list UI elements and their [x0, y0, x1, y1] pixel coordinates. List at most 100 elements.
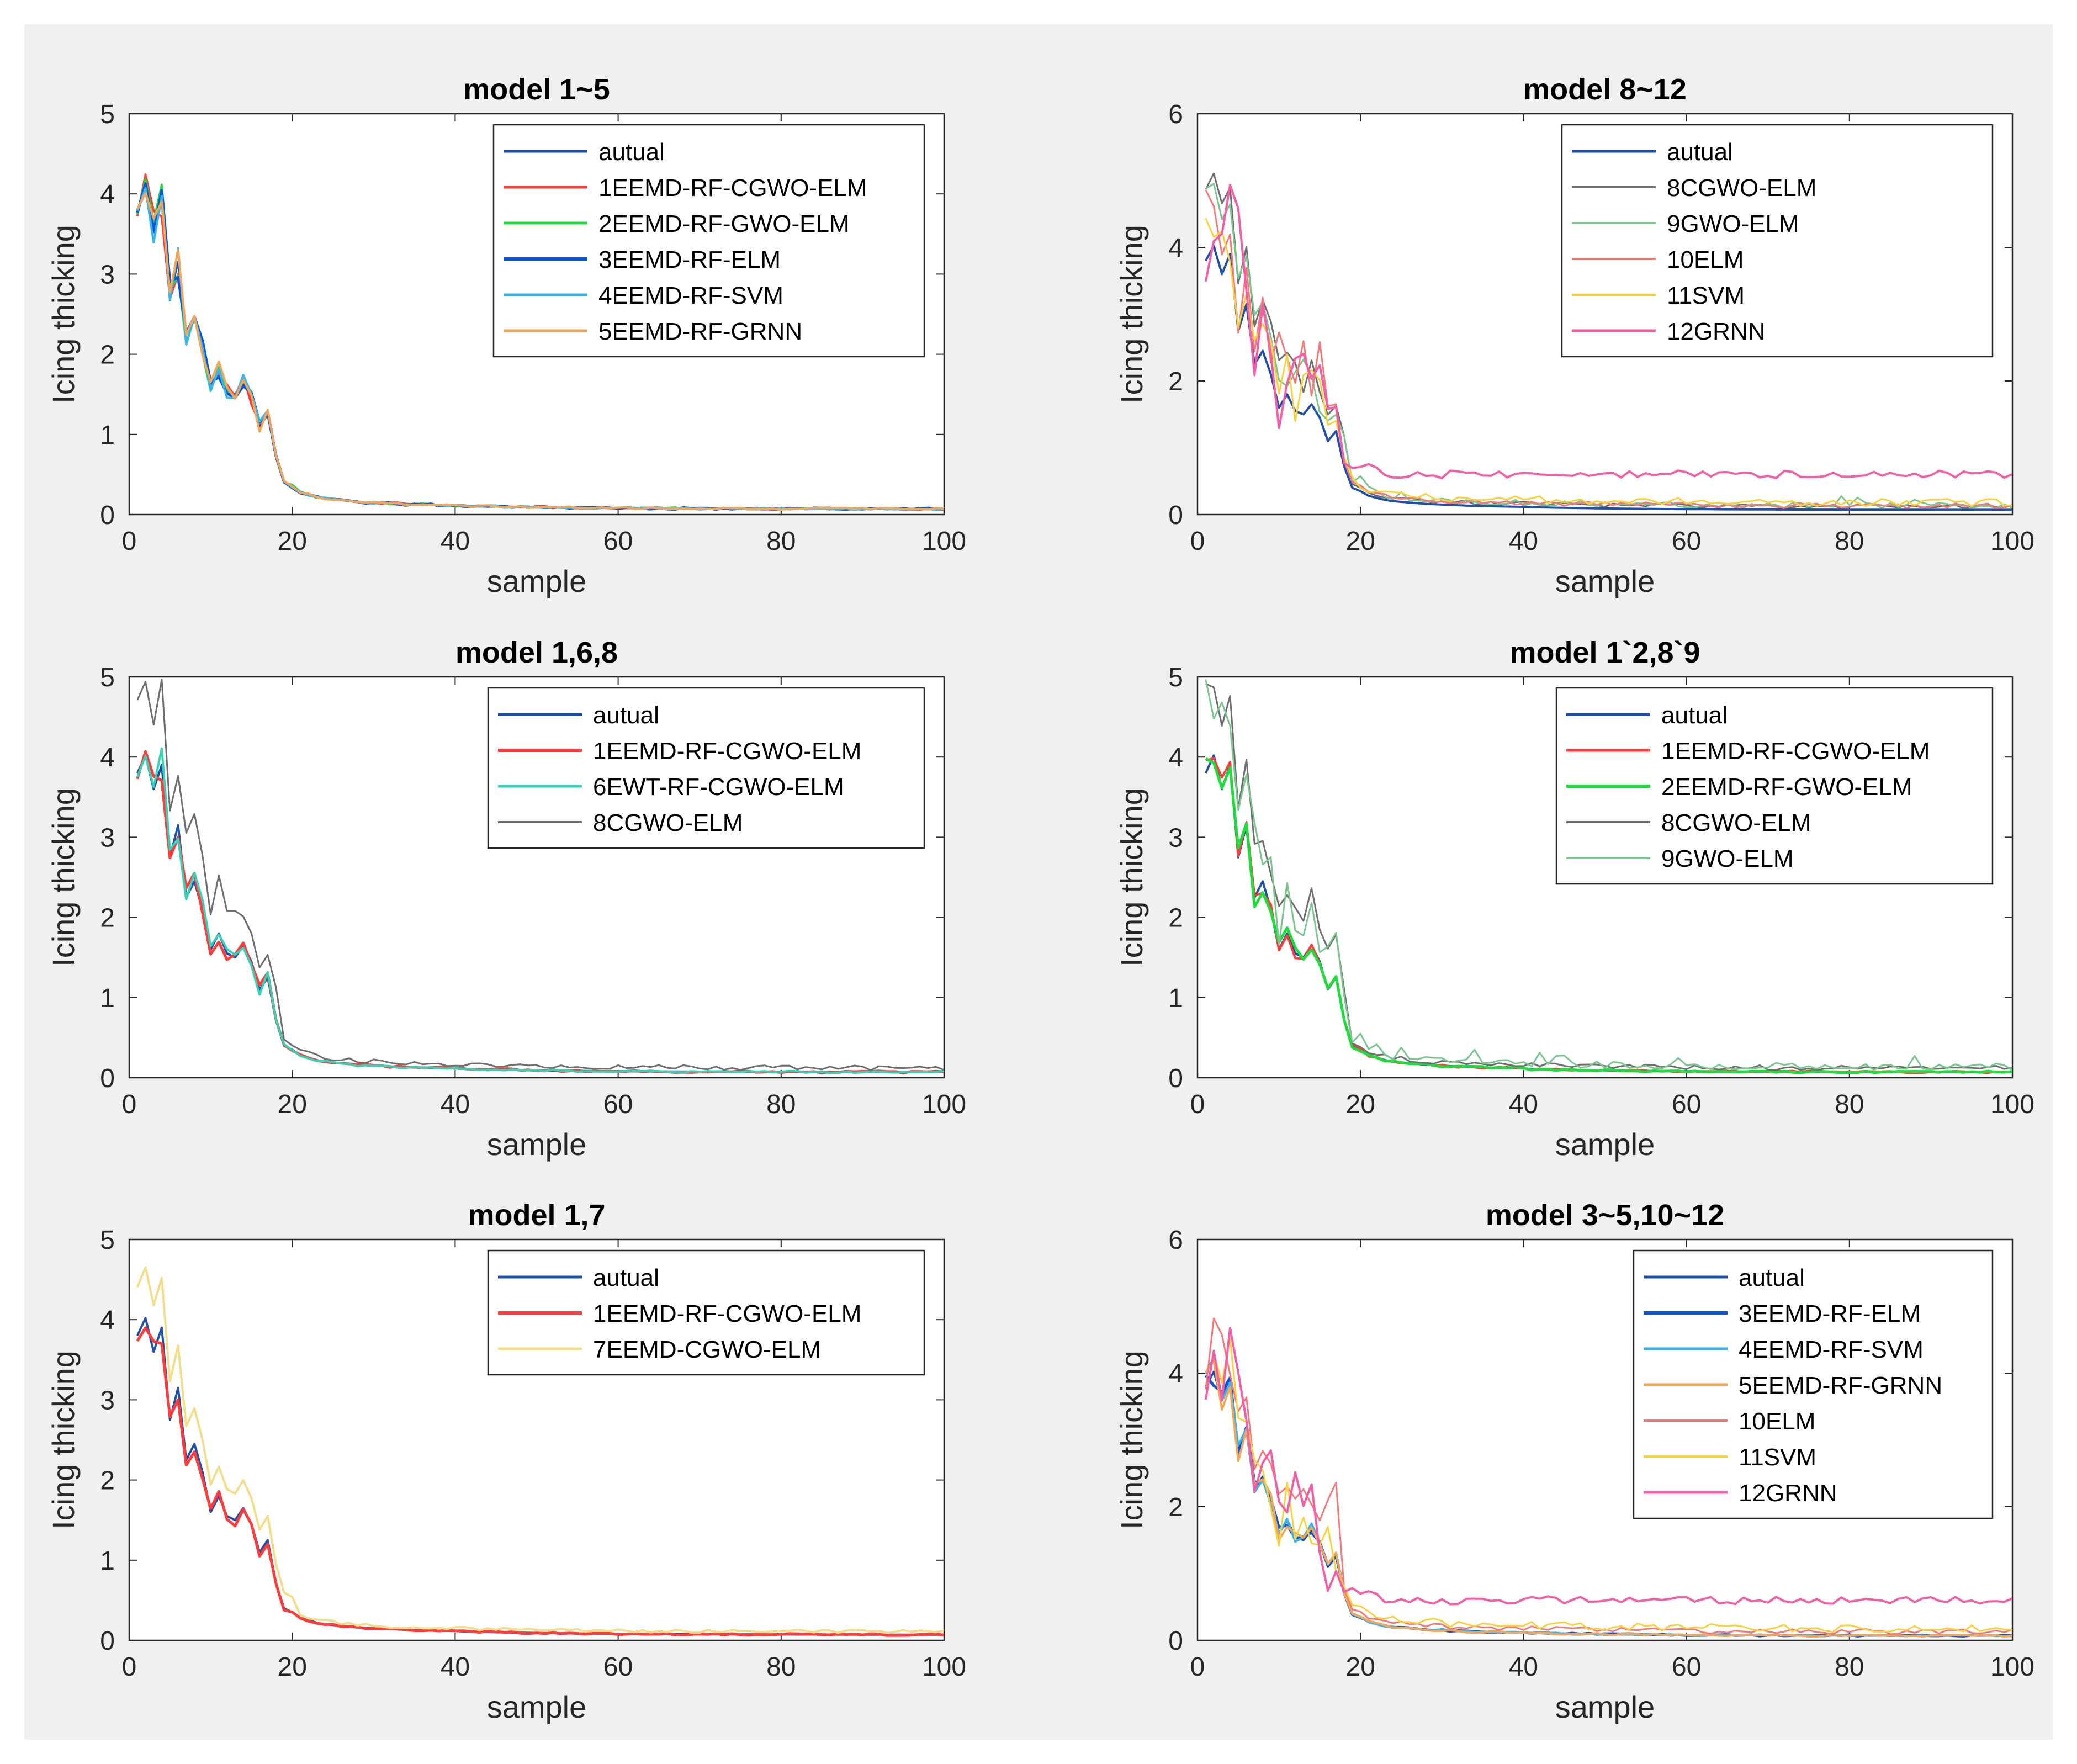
legend-entry: 1EEMD-RF-CGWO-ELM [1661, 738, 1930, 765]
series-line-9GWO-ELM [1205, 679, 2012, 1071]
legend-entry: 5EEMD-RF-GRNN [598, 318, 802, 345]
y-tick-label: 3 [100, 1386, 115, 1415]
x-tick-label: 20 [1346, 1652, 1375, 1682]
x-axis-label: sample [1555, 1127, 1655, 1162]
legend-entry: 1EEMD-RF-CGWO-ELM [593, 1300, 861, 1327]
x-tick-label: 0 [122, 527, 137, 556]
series-line-2EEMD-RF-GWO-ELM [1205, 757, 2012, 1074]
y-tick-label: 2 [1168, 1493, 1183, 1522]
legend-entry: 1EEMD-RF-CGWO-ELM [593, 738, 861, 765]
x-tick-label: 60 [603, 1090, 633, 1119]
y-tick-label: 2 [100, 1466, 115, 1496]
x-tick-label: 80 [1835, 1652, 1864, 1682]
y-tick-label: 0 [100, 501, 115, 530]
legend-entry: 10ELM [1667, 246, 1744, 273]
legend-entry: 10ELM [1739, 1408, 1815, 1435]
legend-entry: 6EWT-RF-CGWO-ELM [593, 774, 844, 801]
x-tick-label: 80 [1835, 527, 1864, 556]
y-tick-label: 4 [100, 180, 115, 209]
x-tick-label: 100 [922, 527, 966, 556]
x-tick-label: 80 [766, 1652, 796, 1682]
series-group [1204, 679, 2012, 1074]
legend-entry: 4EEMD-RF-SVM [1739, 1336, 1924, 1363]
x-tick-label: 60 [1672, 1652, 1701, 1682]
y-axis-label: Icing thicking [1114, 788, 1149, 967]
legend-entry: 8CGWO-ELM [1661, 809, 1811, 836]
x-tick-label: 60 [603, 527, 633, 556]
x-tick-label: 100 [1990, 1652, 2034, 1682]
x-tick-label: 80 [766, 527, 796, 556]
y-tick-label: 4 [100, 1306, 115, 1335]
y-tick-label: 2 [1168, 904, 1183, 933]
series-line-5EEMD-RF-GRNN [1205, 1360, 2012, 1638]
x-tick-label: 0 [1190, 1652, 1205, 1682]
legend-entry: 8CGWO-ELM [1667, 174, 1816, 202]
chart-panel-5: model 1,7 0 20 40 60 80 100 0 1 2 3 4 5 sample Icing t… [46, 1199, 966, 1724]
legend-entry: 9GWO-ELM [1667, 210, 1799, 237]
legend-entry: 7EEMD-CGWO-ELM [593, 1336, 821, 1363]
chart-title: model 3~5,10~12 [1486, 1199, 1724, 1232]
x-tick-label: 20 [1346, 1090, 1375, 1119]
x-axis-label: sample [487, 1127, 587, 1162]
x-axis-label: sample [1555, 1689, 1655, 1724]
x-tick-label: 60 [603, 1652, 633, 1682]
series-group [136, 173, 944, 511]
legend-entry: autual [598, 139, 665, 166]
legend-entry: autual [1661, 702, 1728, 729]
legend-entry: 11SVM [1667, 282, 1745, 309]
legend-entry: 12GRNN [1739, 1480, 1837, 1507]
y-tick-label: 3 [100, 260, 115, 289]
chart-title: model 1,6,8 [455, 636, 618, 669]
y-tick-label: 5 [1168, 663, 1183, 692]
series-group [1204, 172, 2012, 511]
x-tick-label: 0 [122, 1652, 137, 1682]
y-tick-label: 2 [100, 341, 115, 370]
chart-title: model 8~12 [1523, 73, 1687, 106]
y-tick-label: 2 [100, 904, 115, 933]
x-tick-label: 40 [1509, 1652, 1538, 1682]
legend: autual 8CGWO-ELM 9GWO-ELM 10ELM 11SVM 12GRNN [1561, 124, 1994, 358]
series-line-5EEMD-RF-GRNN [136, 192, 944, 511]
chart-title: model 1`2,8`9 [1509, 636, 1700, 669]
x-axis-label: sample [1555, 564, 1655, 598]
legend-box [492, 124, 925, 358]
x-tick-label: 100 [1990, 1090, 2034, 1119]
legend-entry: 3EEMD-RF-ELM [598, 246, 781, 273]
legend: autual 1EEMD-RF-CGWO-ELM 2EEMD-RF-GWO-ELM 3… [492, 124, 925, 358]
y-tick-label: 0 [1168, 1627, 1183, 1656]
y-tick-label: 4 [1168, 1359, 1183, 1389]
x-tick-label: 20 [1346, 527, 1375, 556]
legend-entry: 2EEMD-RF-GWO-ELM [1661, 774, 1912, 801]
legend-entry: 1EEMD-RF-CGWO-ELM [598, 174, 867, 202]
series-line-12GRNN [1204, 184, 2012, 480]
y-axis-label: Icing thicking [46, 788, 81, 967]
x-tick-label: 60 [1672, 527, 1701, 556]
y-axis-label: Icing thicking [1114, 225, 1149, 404]
series-group [136, 679, 944, 1074]
figure-canvas: model 1~5 0 20 40 60 80 100 0 1 2 3 4 5 sample Icing t… [24, 24, 2053, 1740]
legend-entry: 2EEMD-RF-GWO-ELM [598, 210, 850, 237]
legend-entry: 11SVM [1739, 1444, 1816, 1471]
x-tick-label: 0 [1190, 1090, 1205, 1119]
x-tick-label: 20 [278, 527, 307, 556]
series-line-7EEMD-CGWO-ELM [136, 1266, 944, 1634]
y-tick-label: 4 [1168, 743, 1183, 772]
series-group [1204, 1317, 2012, 1638]
x-tick-label: 20 [278, 1652, 307, 1682]
x-tick-label: 100 [922, 1652, 966, 1682]
x-tick-label: 0 [122, 1090, 137, 1119]
y-tick-label: 4 [100, 743, 115, 772]
series-line-12GRNN [1204, 1327, 2012, 1606]
x-axis-label: sample [487, 564, 587, 598]
y-tick-label: 0 [100, 1627, 115, 1656]
x-tick-label: 40 [1509, 527, 1538, 556]
chart-title: model 1,7 [468, 1199, 605, 1232]
x-tick-label: 80 [766, 1090, 796, 1119]
chart-panel-4: model 1`2,8`9 0 20 40 60 80 100 0 1 2 3 4 5 sample Ici… [1114, 636, 2034, 1162]
x-tick-label: 40 [1509, 1090, 1538, 1119]
y-tick-label: 3 [100, 823, 115, 852]
y-tick-label: 5 [100, 1226, 115, 1255]
y-axis-label: Icing thicking [46, 225, 81, 404]
legend-entry: 8CGWO-ELM [593, 809, 743, 836]
